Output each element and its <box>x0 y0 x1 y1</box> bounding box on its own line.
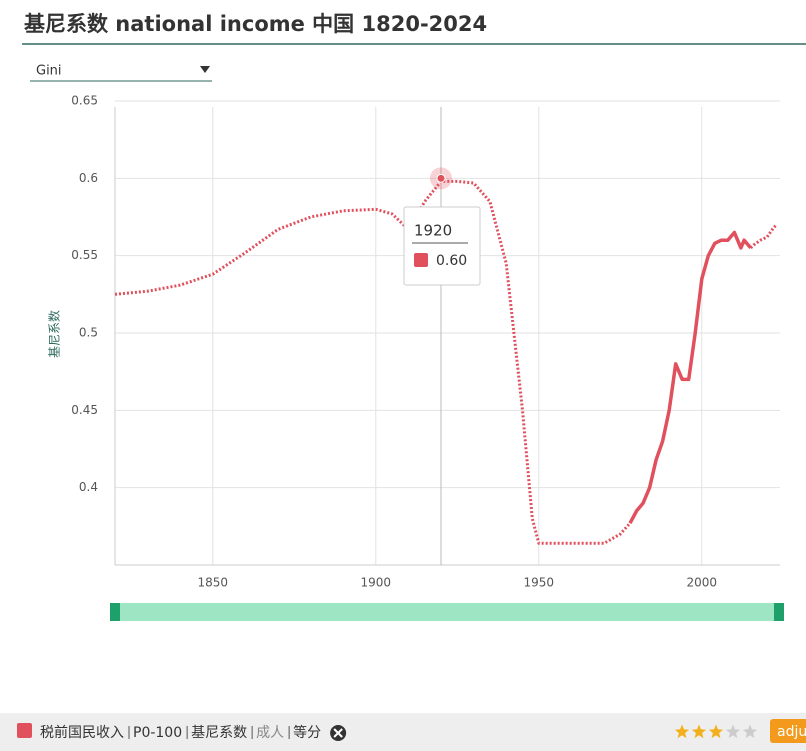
tooltip-x: 1920 <box>414 222 452 240</box>
tooltip-swatch <box>414 253 428 267</box>
legend-item: 等分 <box>293 724 321 741</box>
y-tick-label: 0.5 <box>79 326 98 340</box>
tooltip: 1920 0.60 <box>403 206 481 286</box>
legend-swatch <box>17 723 32 738</box>
legend-item: 基尼系数 <box>191 724 247 741</box>
x-tick-label: 1850 <box>198 576 229 590</box>
x-tick-label: 2000 <box>686 576 717 590</box>
plot-area: 0.4 0.45 0.5 0.55 0.6 0.65 1850 1900 1950 2000 <box>71 94 780 590</box>
slider-track[interactable] <box>110 603 784 621</box>
selector-value[interactable]: Gini <box>36 64 62 79</box>
data-line <box>114 179 778 545</box>
star[interactable] <box>708 724 724 739</box>
x-tick-label: 1900 <box>361 576 392 590</box>
y-tick-label: 0.6 <box>79 171 98 185</box>
star[interactable] <box>725 724 741 739</box>
slider-handle[interactable] <box>774 603 784 621</box>
legend-item: P0-100 <box>133 725 182 741</box>
selector[interactable]: Gini <box>30 64 212 82</box>
y-tick-label: 0.65 <box>71 94 98 108</box>
tooltip-box <box>403 206 481 286</box>
y-tick-label: 0.55 <box>71 248 98 262</box>
legend-bar <box>0 713 806 751</box>
y-axis-label: 基尼系数 <box>47 310 62 358</box>
rating[interactable] <box>674 724 758 739</box>
legend-item: 成人 <box>256 725 284 741</box>
hover-point <box>436 173 446 183</box>
close-icon-x <box>333 728 343 738</box>
range-slider[interactable] <box>110 603 784 621</box>
legend: 税前国民收入 P0-100 基尼系数 成人 等分 <box>40 724 347 741</box>
star[interactable] <box>691 724 707 739</box>
y-tick-label: 0.45 <box>71 403 98 417</box>
tooltip-value: 0.60 <box>436 253 467 269</box>
data-line <box>628 230 753 525</box>
button[interactable] <box>770 719 806 743</box>
star[interactable] <box>674 724 690 739</box>
x-tick-label: 1950 <box>524 576 555 590</box>
star[interactable] <box>742 724 758 739</box>
legend-item: 税前国民收入 <box>40 724 124 741</box>
slider-handle[interactable] <box>110 603 120 621</box>
button-label[interactable]: adju <box>777 724 806 740</box>
y-tick-label: 0.4 <box>79 480 98 494</box>
dropdown-arrow[interactable] <box>200 66 210 73</box>
chart-title: 基尼系数 national income 中国 1820-2024 <box>24 12 487 36</box>
